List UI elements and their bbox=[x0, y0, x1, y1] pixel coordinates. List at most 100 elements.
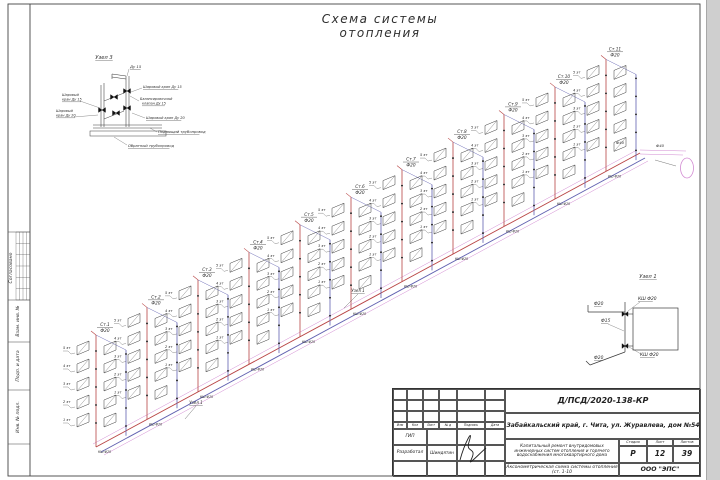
sheets-total: 39 bbox=[673, 446, 701, 463]
svg-text:4 эт: 4 эт bbox=[267, 254, 275, 258]
stage-value: Р bbox=[619, 446, 647, 463]
svg-text:2 эт: 2 эт bbox=[267, 290, 275, 294]
svg-text:Ф20: Ф20 bbox=[151, 300, 160, 306]
revision-cell bbox=[407, 411, 423, 422]
revision-cell bbox=[439, 400, 457, 411]
svg-text:1 эт: 1 эт bbox=[573, 142, 581, 146]
svg-text:3 эт: 3 эт bbox=[318, 244, 326, 248]
svg-text:3 эт: 3 эт bbox=[165, 327, 173, 331]
svg-text:Ф20: Ф20 bbox=[253, 245, 262, 251]
svg-text:Шаровый: Шаровый bbox=[56, 109, 74, 113]
svg-text:Ст.2: Ст.2 bbox=[151, 294, 161, 300]
svg-text:КШ Ф20: КШ Ф20 bbox=[455, 257, 468, 261]
revision-cell bbox=[485, 411, 505, 422]
sheet-label: Лист bbox=[647, 439, 673, 446]
svg-text:2 эт: 2 эт bbox=[420, 207, 428, 211]
revision-cell bbox=[439, 411, 457, 422]
svg-text:КШ Ф20: КШ Ф20 bbox=[251, 367, 264, 371]
stamp-approved-label: Согласовано bbox=[9, 252, 14, 284]
svg-text:4 эт: 4 эт bbox=[573, 88, 581, 92]
revision-cell bbox=[393, 411, 407, 422]
svg-text:2 эт: 2 эт bbox=[369, 235, 377, 239]
revision-cell bbox=[457, 400, 485, 411]
svg-text:Узел 1: Узел 1 bbox=[189, 400, 202, 405]
svg-text:КШ Ф20: КШ Ф20 bbox=[638, 296, 657, 302]
svg-text:1 эт: 1 эт bbox=[471, 198, 479, 202]
svg-text:4 эт: 4 эт bbox=[165, 309, 173, 313]
sign-date bbox=[485, 445, 505, 461]
svg-text:5 эт: 5 эт bbox=[573, 70, 581, 74]
svg-text:Ф40: Ф40 bbox=[656, 143, 665, 148]
signature bbox=[459, 435, 487, 463]
sheets-label: Листов bbox=[673, 439, 701, 446]
project-name: Капитальный ремонт внутридомовых инженер… bbox=[505, 439, 619, 463]
revision-cell bbox=[423, 389, 439, 400]
revision-cell bbox=[407, 400, 423, 411]
svg-text:4 эт: 4 эт bbox=[471, 144, 479, 148]
svg-text:Шаровый кран Ду 20: Шаровый кран Ду 20 bbox=[146, 116, 185, 120]
svg-text:3 эт: 3 эт bbox=[522, 134, 530, 138]
svg-text:5 эт: 5 эт bbox=[522, 98, 530, 102]
svg-text:4 эт: 4 эт bbox=[114, 336, 122, 340]
svg-text:КШ Ф20: КШ Ф20 bbox=[302, 340, 315, 344]
svg-text:Ст.7: Ст.7 bbox=[406, 157, 416, 163]
svg-text:КШ Ф20: КШ Ф20 bbox=[608, 174, 621, 178]
sign-date bbox=[485, 461, 505, 477]
page-edge bbox=[706, 0, 720, 480]
frame bbox=[7, 3, 701, 477]
svg-text:3 эт: 3 эт bbox=[216, 299, 224, 303]
object-address: Забайкальский край, г. Чита, ул. Журавле… bbox=[505, 413, 701, 439]
svg-text:4 эт: 4 эт bbox=[318, 226, 326, 230]
sign-date bbox=[485, 429, 505, 445]
svg-text:Подающий трубопровод: Подающий трубопровод bbox=[158, 130, 206, 134]
svg-text:КШ Ф20: КШ Ф20 bbox=[149, 422, 162, 426]
sign-name bbox=[427, 429, 457, 445]
stamp-field-vzam: Взам. инв. № bbox=[16, 305, 21, 337]
svg-text:5 эт: 5 эт bbox=[369, 181, 377, 185]
svg-text:Ф20: Ф20 bbox=[559, 80, 568, 86]
svg-text:3 эт: 3 эт bbox=[369, 217, 377, 221]
svg-text:КШ Ф20: КШ Ф20 bbox=[353, 312, 366, 316]
doc-number: Д/ПСД/2020-138-КР bbox=[505, 389, 701, 413]
stamp-field-inv: Инв. № подл. bbox=[16, 401, 21, 433]
svg-text:5 эт: 5 эт bbox=[63, 346, 71, 350]
svg-text:Ф20: Ф20 bbox=[355, 190, 364, 196]
svg-text:1 эт: 1 эт bbox=[267, 308, 275, 312]
svg-text:1 эт: 1 эт bbox=[216, 335, 224, 339]
svg-text:КШ Ф20: КШ Ф20 bbox=[557, 202, 570, 206]
svg-text:Ст.8: Ст.8 bbox=[457, 129, 467, 135]
svg-text:Ф20: Ф20 bbox=[406, 163, 415, 169]
sign-name bbox=[427, 461, 457, 477]
svg-text:2 эт: 2 эт bbox=[573, 124, 581, 128]
svg-text:1 эт: 1 эт bbox=[114, 390, 122, 394]
svg-text:Ст.11: Ст.11 bbox=[609, 46, 622, 52]
revision-cell bbox=[457, 411, 485, 422]
svg-text:Узел 3: Узел 3 bbox=[95, 55, 112, 61]
main-pipes: Ф40 Ф40 bbox=[92, 140, 694, 456]
svg-text:2 эт: 2 эт bbox=[318, 262, 326, 266]
svg-text:4 эт: 4 эт bbox=[369, 199, 377, 203]
svg-text:Ст.9: Ст.9 bbox=[508, 102, 518, 108]
svg-text:3 эт: 3 эт bbox=[573, 106, 581, 110]
svg-text:Ф20: Ф20 bbox=[100, 328, 109, 334]
svg-text:2 эт: 2 эт bbox=[63, 400, 71, 404]
svg-text:1 эт: 1 эт bbox=[420, 225, 428, 229]
revision-cell bbox=[423, 411, 439, 422]
svg-text:КШ Ф20: КШ Ф20 bbox=[640, 352, 659, 358]
svg-text:1 эт: 1 эт bbox=[63, 418, 71, 422]
node3-detail: Узел 3 Ду 15 Шаровый кран Ду 15 Балансирово… bbox=[56, 55, 206, 149]
svg-text:КШ Ф20: КШ Ф20 bbox=[98, 450, 111, 454]
svg-text:клапан Ду 15: клапан Ду 15 bbox=[142, 102, 166, 106]
header-col: Дата bbox=[485, 422, 505, 429]
svg-text:Ф20: Ф20 bbox=[202, 273, 211, 279]
svg-text:2 эт: 2 эт bbox=[165, 345, 173, 349]
title-block: Изм Кол Лист № д Подпись Дата ГИП Разработал Шим… bbox=[392, 388, 701, 477]
revision-cell bbox=[393, 389, 407, 400]
svg-text:5 эт: 5 эт bbox=[471, 126, 479, 130]
svg-text:3 эт: 3 эт bbox=[267, 272, 275, 276]
